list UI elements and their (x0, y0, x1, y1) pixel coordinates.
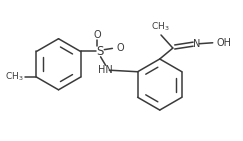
Text: CH$_3$: CH$_3$ (151, 21, 169, 33)
Text: N: N (192, 39, 200, 49)
Text: HN: HN (98, 65, 113, 75)
Text: CH$_3$: CH$_3$ (5, 71, 24, 83)
Text: S: S (96, 45, 104, 58)
Text: OH: OH (217, 38, 232, 48)
Text: O: O (116, 43, 124, 53)
Text: O: O (94, 30, 101, 40)
